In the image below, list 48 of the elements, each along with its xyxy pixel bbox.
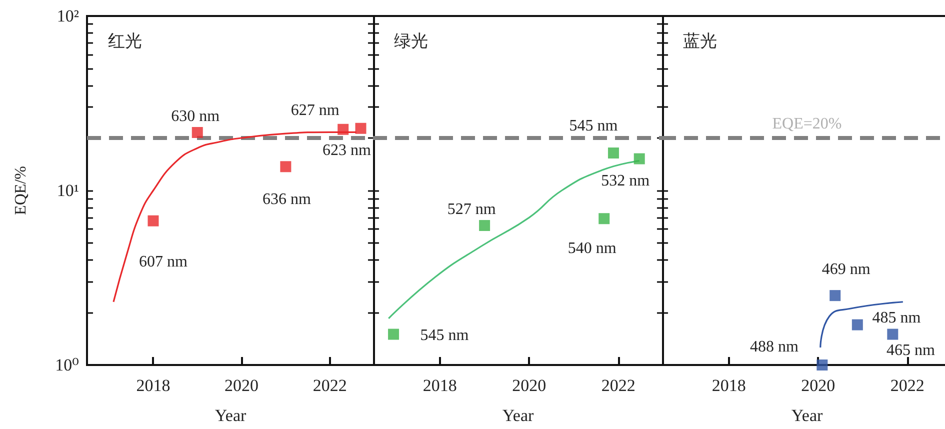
annotation: 465 nm	[886, 342, 936, 359]
annotation: 623 nm	[322, 142, 372, 159]
x-tick-label: 2020	[512, 376, 546, 395]
point	[830, 290, 841, 302]
point	[598, 213, 610, 224]
text: 蓝光	[683, 32, 717, 52]
annotation: 607 nm	[139, 253, 188, 270]
text: 绿光	[394, 32, 428, 52]
x-axis-title: Year	[502, 406, 534, 425]
point	[388, 328, 400, 340]
x-axis-title: Year	[214, 406, 246, 425]
point	[608, 148, 619, 159]
x-tick-label: 2022	[601, 376, 636, 395]
annotation: 469 nm	[822, 261, 871, 278]
annotation: 540 nm	[568, 240, 617, 258]
point	[280, 161, 292, 172]
y-axis-title: EQE/%	[12, 166, 30, 215]
point	[852, 319, 863, 330]
x-tick-label: 2018	[136, 376, 170, 395]
annotation: 488 nm	[750, 338, 799, 356]
x-tick-label: 2020	[224, 376, 259, 395]
point	[192, 126, 203, 138]
point	[887, 328, 898, 340]
point	[355, 122, 366, 134]
y-tick-label: 10¹	[56, 181, 79, 200]
annotation: 485 nm	[872, 309, 922, 326]
point	[479, 220, 490, 232]
annotation: 532 nm	[601, 172, 650, 190]
x-tick-label: 2018	[422, 376, 457, 395]
text: 红光	[108, 32, 142, 52]
x-tick-label: 2018	[712, 376, 746, 395]
point	[816, 360, 828, 370]
point	[338, 124, 349, 135]
x-tick-label: 2022	[890, 376, 924, 395]
x-axis-title: Year	[791, 406, 823, 425]
ref-line-label: EQE=20%	[772, 115, 842, 132]
point	[148, 215, 159, 226]
y-tick-label: 10⁰	[55, 356, 80, 374]
x-tick-label: 2020	[801, 376, 836, 395]
x-tick-label: 2022	[312, 376, 347, 395]
annotation: 630 nm	[171, 108, 220, 125]
annotation: 545 nm	[420, 326, 470, 344]
annotation: 636 nm	[262, 191, 312, 208]
y-tick-label: 10²	[56, 6, 79, 26]
annotation: 627 nm	[290, 102, 340, 119]
point	[634, 153, 645, 164]
annotation: 545 nm	[569, 118, 618, 135]
annotation: 527 nm	[447, 201, 496, 218]
